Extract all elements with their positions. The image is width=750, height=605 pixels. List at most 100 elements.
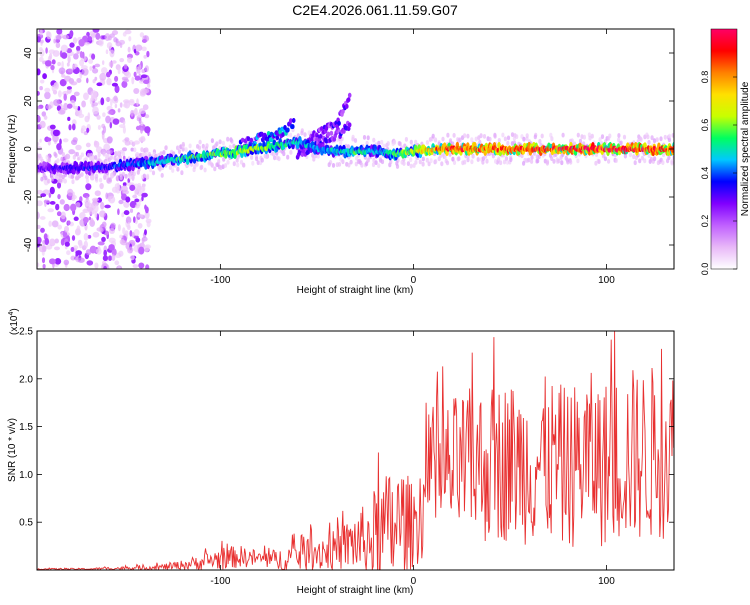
spectrogram-cell: [107, 110, 114, 115]
spectrogram-cell: [337, 120, 341, 126]
spectrogram-cell: [114, 85, 120, 94]
spectrogram-cell: [277, 156, 281, 162]
spectrogram-cell: [286, 154, 290, 160]
spectrogram-cell: [61, 61, 64, 69]
spectrogram-cell: [105, 96, 111, 102]
spectrogram-cell: [540, 133, 544, 139]
spectrogram-cell: [266, 131, 271, 136]
spectrogram-cell: [105, 49, 109, 55]
spectrogram-cell: [441, 136, 445, 142]
spectrogram-cell: [80, 65, 88, 70]
spectrogram-cell: [67, 55, 71, 64]
spectrogram-cell: [144, 114, 150, 119]
spectrogram-cell: [366, 135, 370, 141]
spectrogram-cell: [51, 59, 56, 65]
spectrogram-cell: [138, 246, 145, 255]
spectrogram-cell: [69, 30, 74, 38]
spectrogram-cell: [71, 123, 76, 131]
spectrogram-cell: [96, 227, 103, 232]
spectrogram-cell: [105, 71, 111, 78]
spectrogram-cell: [445, 160, 450, 166]
spectrogram-cell: [160, 173, 164, 178]
spectrogram-cell: [271, 151, 275, 157]
spectrogram-cell: [44, 87, 51, 93]
spectrogram-cell: [674, 154, 677, 159]
spectrogram-cell: [85, 178, 89, 184]
spectrogram-cell: [63, 102, 69, 111]
spectrogram-cell: [550, 136, 554, 142]
spectrogram-cell: [349, 159, 353, 165]
spectrogram-cell: [326, 131, 331, 137]
snr-frame: [36, 330, 675, 571]
spectrogram-cell: [124, 137, 130, 142]
snr-y-ticks: 0.5 1.0 1.5 2.0 2.5: [19, 327, 674, 529]
spectrogram-cell: [121, 80, 128, 88]
spectrogram-cell: [418, 159, 422, 165]
spectrogram-cell: [98, 38, 104, 47]
spectrogram-cell: [94, 76, 98, 81]
spectrogram-cell: [49, 124, 56, 130]
spectrogram-cell: [452, 133, 456, 138]
spectrogram-cell: [429, 158, 433, 164]
spectrogram-cell: [125, 196, 131, 203]
spectrogram-cell: [37, 36, 41, 43]
spectrogram-cell: [431, 133, 435, 139]
spectrogram-cell: [108, 195, 116, 204]
spectrogram-cell: [550, 156, 554, 162]
spectrogram-cell: [117, 108, 121, 113]
spectrogram-cell: [106, 136, 113, 144]
spectrogram-cell: [197, 145, 202, 151]
spectrogram-cell: [128, 174, 132, 180]
spectrogram-cell: [494, 159, 498, 164]
spectrogram-cell: [124, 140, 131, 146]
spectrogram-cell: [360, 162, 364, 168]
spectrogram-cell: [61, 74, 66, 78]
spectrogram-cell: [164, 145, 168, 151]
spectrogram-cell: [68, 124, 72, 131]
spectrogram-cell: [81, 67, 89, 76]
spectrogram-cell: [180, 170, 184, 176]
spectrogram-cell: [491, 153, 495, 159]
spectrogram-cell: [78, 113, 85, 119]
spectrogram-cell: [141, 39, 147, 43]
spectrogram-cell: [121, 151, 126, 157]
spectrogram-cell: [395, 164, 400, 169]
spectrogram-cell: [85, 174, 89, 180]
spectrogram-cell: [466, 157, 470, 163]
colorbar-label: Normalized spectral amplitude: [740, 81, 750, 216]
spectrogram-cell: [362, 135, 367, 140]
spectrogram-cell: [133, 147, 137, 153]
spectrogram-cell: [200, 164, 204, 170]
spectrogram-cell: [129, 254, 135, 261]
spectrogram-cell: [60, 211, 66, 220]
spectrogram-cell: [260, 131, 264, 137]
spectrogram-cell: [110, 222, 116, 229]
spectrogram-cell: [342, 128, 346, 134]
spectrogram-cell: [141, 69, 146, 74]
spectrogram-cell: [77, 257, 85, 263]
spectrogram-cell: [70, 81, 78, 86]
colorbar-gradient: [710, 28, 738, 270]
spectrogram-cell: [37, 91, 40, 96]
spectrogram-cell: [506, 135, 511, 141]
spectrogram-cell: [463, 159, 467, 165]
spectrogram-cell: [42, 60, 45, 65]
spectrogram-cell: [117, 208, 120, 216]
spectrogram-cell: [646, 134, 650, 140]
spectrogram-cell: [291, 118, 296, 123]
spectrogram-cell: [42, 264, 46, 269]
spectrogram-cell: [661, 152, 666, 158]
spectrogram-cell: [88, 216, 92, 221]
spectrogram-cell: [114, 260, 120, 266]
spectrogram-cell: [115, 176, 119, 182]
spectrogram-y-tick-label: -20: [23, 189, 34, 204]
spectrogram-cell: [663, 134, 667, 140]
spectrogram-cell: [110, 98, 113, 107]
spectrogram-cell: [286, 127, 290, 133]
spectrogram-cell: [121, 212, 125, 218]
spectrogram-cell: [89, 66, 93, 71]
spectrogram-cell: [346, 97, 351, 103]
spectrogram-cell: [273, 155, 277, 161]
spectrogram-cell: [347, 92, 352, 98]
spectrogram-cell: [79, 59, 85, 67]
